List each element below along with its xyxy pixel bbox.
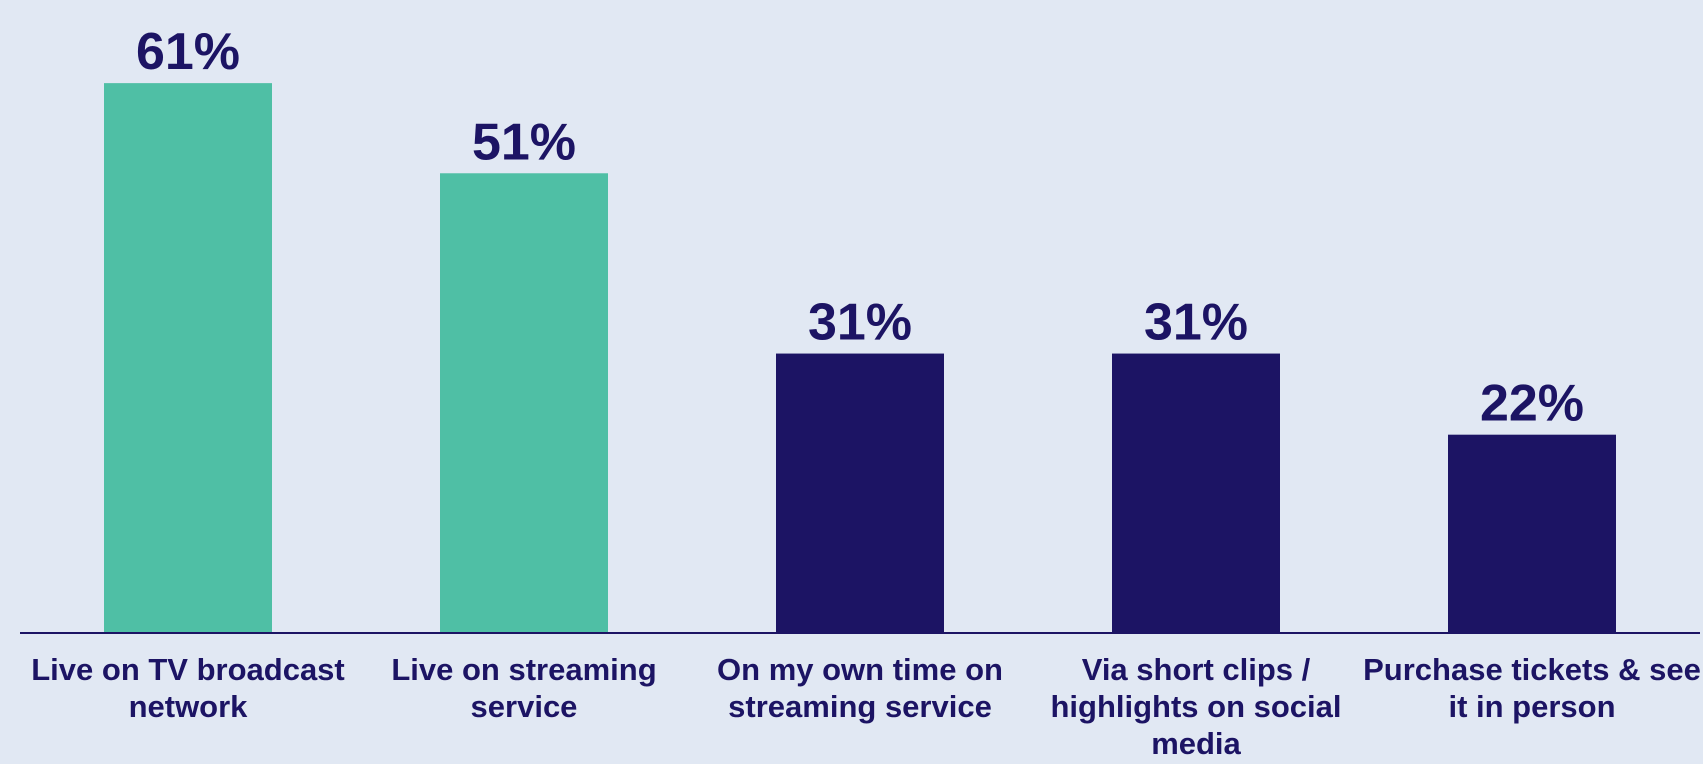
- bar: [1448, 434, 1616, 633]
- x-tick-label: Live on streaming service: [391, 652, 657, 724]
- x-tick-label: Via short clips / highlights on social m…: [1050, 652, 1342, 761]
- data-label: 31%: [1144, 294, 1248, 352]
- bar: [1112, 353, 1280, 633]
- x-tick-label: Live on TV broadcast network: [31, 652, 345, 724]
- data-label: 61%: [136, 23, 240, 81]
- data-label: 51%: [472, 113, 576, 171]
- bar: [440, 173, 608, 633]
- x-tick-label: On my own time on streaming service: [717, 652, 1003, 724]
- bar: [104, 83, 272, 634]
- x-tick-label: Purchase tickets & see it in person: [1363, 652, 1701, 724]
- data-label: 22%: [1480, 375, 1584, 433]
- bar: [776, 353, 944, 633]
- data-label: 31%: [808, 294, 912, 352]
